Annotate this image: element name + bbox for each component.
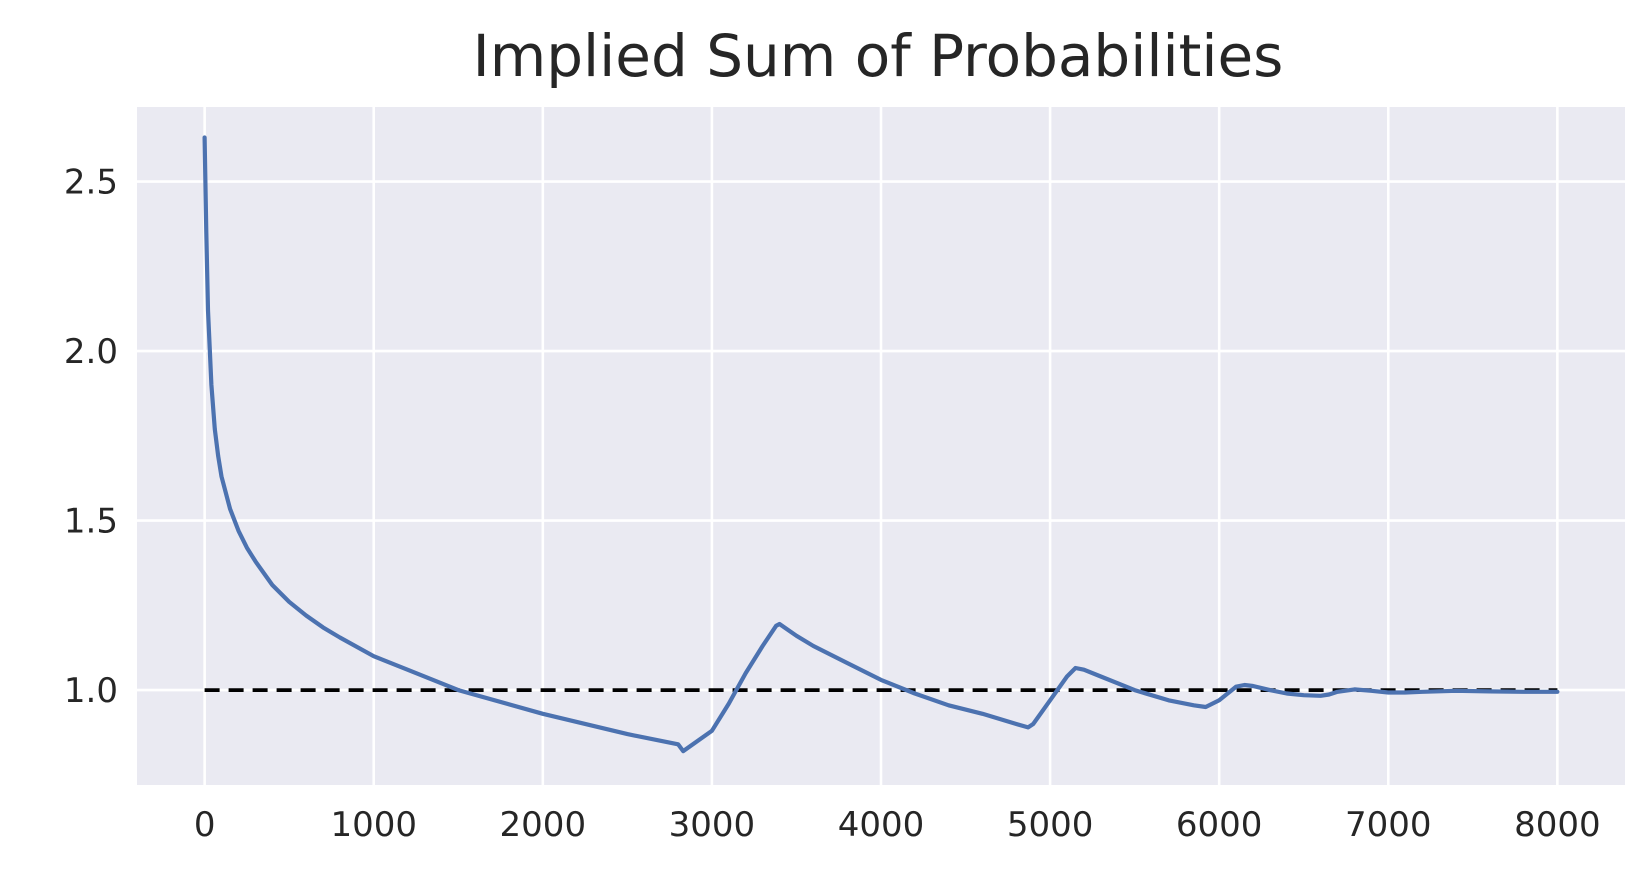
x-tick-label: 8000 xyxy=(1514,805,1601,845)
x-tick-label: 1000 xyxy=(330,805,417,845)
y-tick-label: 2.0 xyxy=(64,332,118,372)
x-tick-label: 7000 xyxy=(1345,805,1432,845)
chart-title: Implied Sum of Probabilities xyxy=(473,22,1284,90)
x-tick-label: 4000 xyxy=(838,805,925,845)
x-tick-label: 3000 xyxy=(669,805,756,845)
x-tick-label: 5000 xyxy=(1007,805,1094,845)
x-tick-label: 0 xyxy=(194,805,216,845)
y-tick-label: 1.5 xyxy=(64,502,118,542)
y-tick-label: 2.5 xyxy=(64,163,118,203)
x-axis-tick-labels: 0 1000 2000 3000 4000 5000 6000 7000 8000 xyxy=(194,805,1601,845)
x-tick-label: 6000 xyxy=(1176,805,1263,845)
x-tick-label: 2000 xyxy=(500,805,587,845)
y-axis-tick-labels: 1.0 1.5 2.0 2.5 xyxy=(64,163,118,712)
series-group xyxy=(202,135,1560,754)
series-line xyxy=(202,135,1560,754)
y-tick-label: 1.0 xyxy=(64,671,118,711)
